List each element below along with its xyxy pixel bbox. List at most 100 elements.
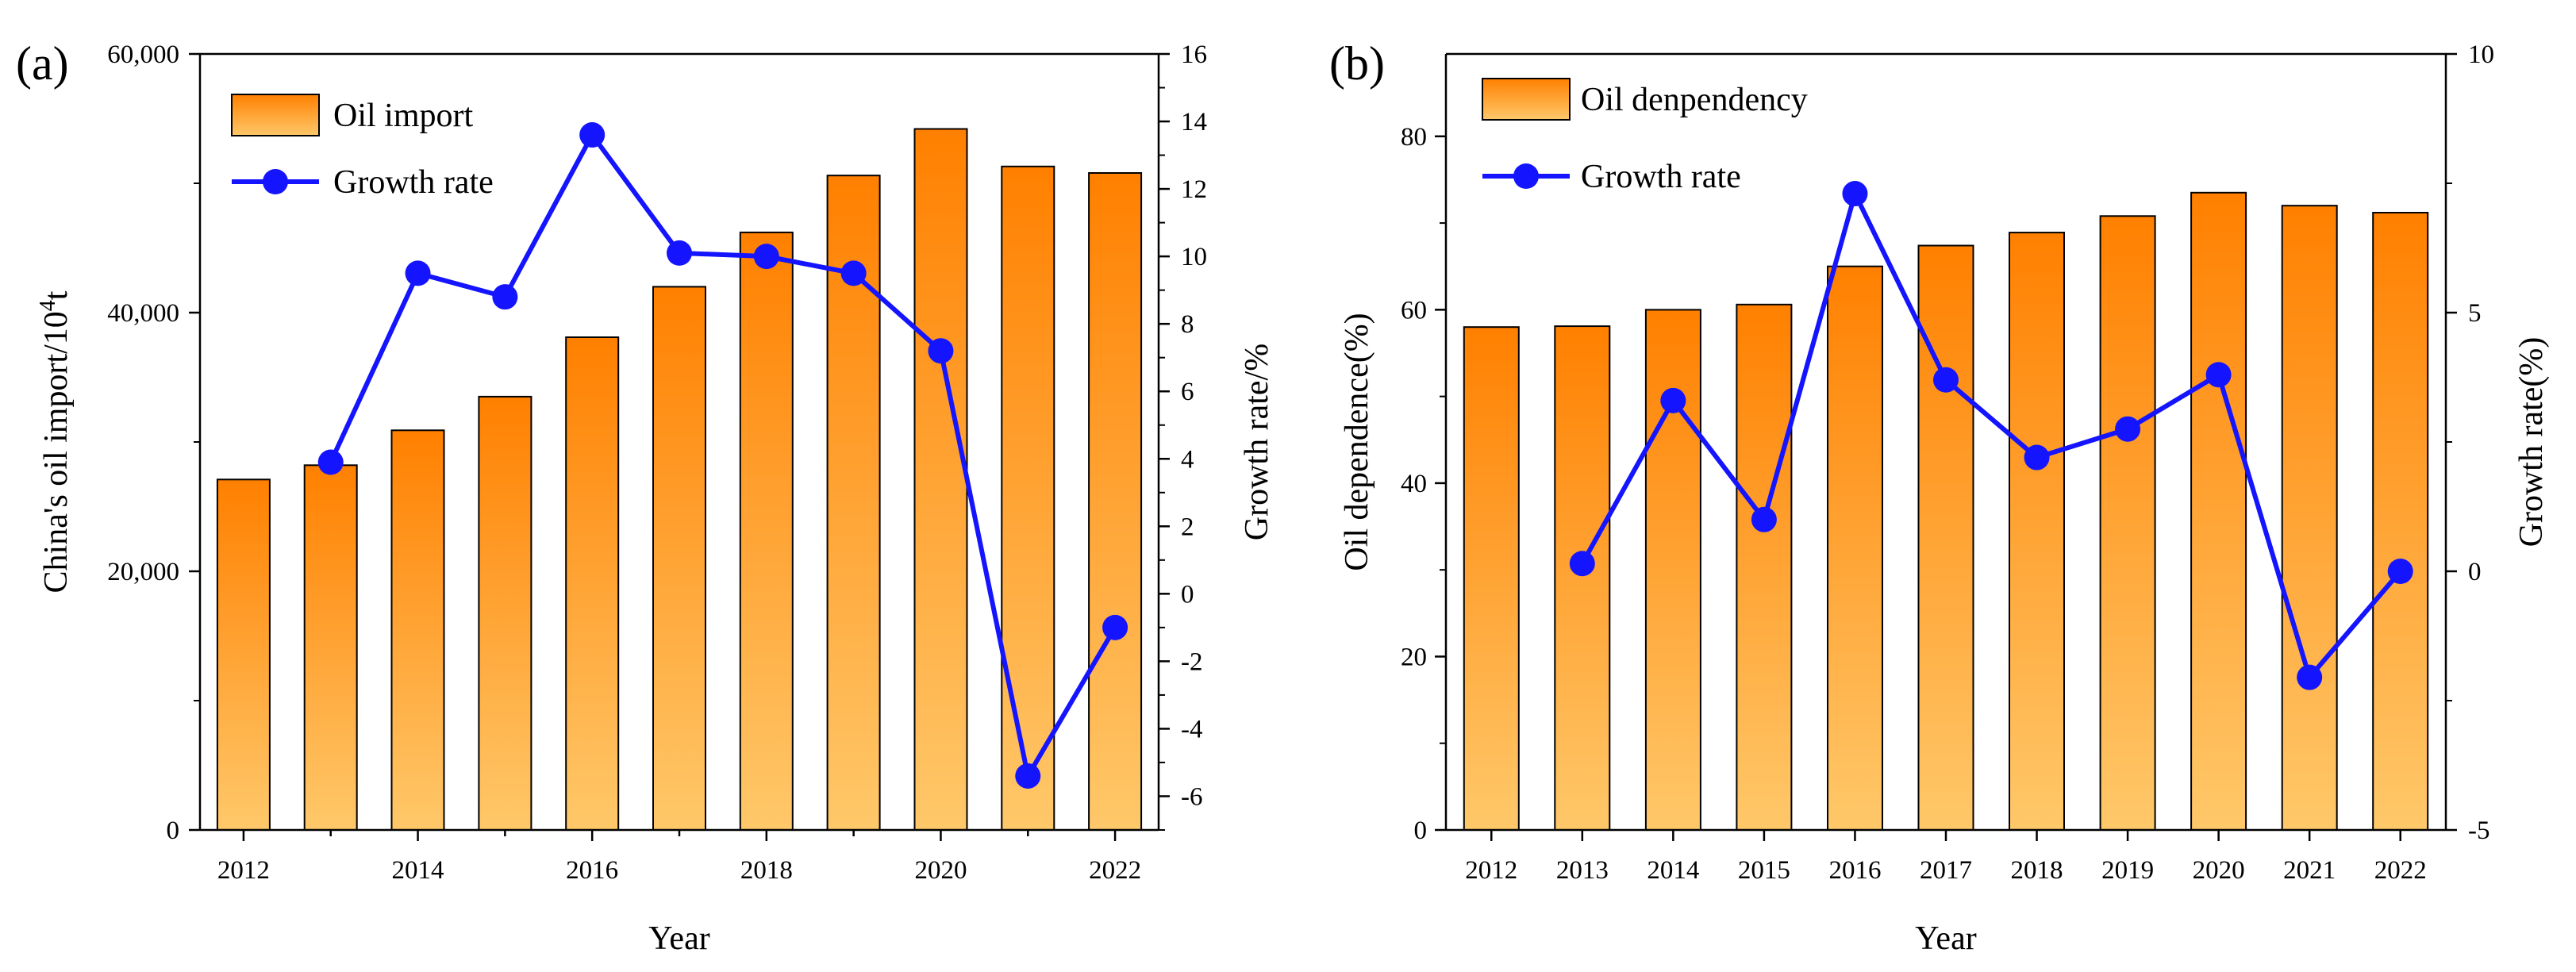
right-tick-label: 12 [1181,175,1207,204]
left-tick-label: 40,000 [107,299,179,328]
x-tick-label: 2020 [2193,856,2245,885]
growth-point-2017 [1933,367,1959,393]
growth-point-2019 [2115,416,2141,442]
growth-rate-line [1580,191,2403,680]
left-tick-label: 20,000 [107,558,179,586]
x-tick-label: 2015 [1738,856,1790,885]
right-tick-label: 8 [1181,310,1194,339]
right-tick-label: -6 [1181,782,1203,811]
bar-2016 [565,336,620,831]
x-tick-label: 2016 [1828,856,1881,885]
right-tick-label: 14 [1181,108,1207,136]
left-tick-label: 60,000 [107,40,179,69]
left-tick-label: 80 [1401,123,1427,152]
x-axis-title: Year [648,920,709,957]
x-tick-label: 2021 [2283,856,2336,885]
y-axis-left-title-sup: 4 [36,300,60,311]
y-axis-right-title: Growth rate(%) [2513,337,2550,547]
chart-panel-a: 0 20,000 40,000 60,000 -6 -4 -2 0 2 4 6 8 10 12 14 16 20… [16,37,1275,957]
panel-label: (b) [1329,37,1385,90]
charts-root: 0 20,000 40,000 60,000 -6 -4 -2 0 2 4 6 8 10 12 14 16 20… [16,37,2550,957]
bar-2013 [1554,325,1611,832]
growth-point-2015 [492,284,518,310]
growth-point-2019 [840,260,867,286]
growth-point-2014 [1660,387,1686,413]
bar-2012 [216,478,271,831]
panel-label: (a) [16,37,69,90]
growth-point-2013 [1569,551,1595,577]
growth-point-2021 [1015,763,1041,789]
x-tick-label: 2014 [1647,856,1699,885]
x-tick-label: 2018 [740,856,793,885]
growth-point-2015 [1751,506,1777,532]
x-tick-label: 2020 [914,856,967,885]
legend-label-line: Growth rate [333,164,494,201]
right-tick-label: 0 [2468,558,2482,586]
growth-point-2013 [317,449,344,475]
left-tick-label: 0 [1414,816,1428,845]
right-tick-label: 4 [1181,445,1194,474]
x-tick-label: 2012 [1465,856,1517,885]
growth-point-2017 [667,240,692,266]
bar-2020 [913,128,968,831]
left-tick-label: 0 [167,816,180,845]
growth-point-2022 [2387,559,2413,584]
x-tick-label: 2014 [392,856,444,885]
growth-rate-line [329,133,1117,778]
y-axis-right-title: Growth rate/% [1239,344,1275,540]
x-tick-label: 2016 [566,856,618,885]
right-tick-label: 10 [1181,243,1207,271]
growth-point-2020 [2205,362,2232,388]
growth-point-2022 [1102,614,1128,640]
x-tick-label: 2017 [1920,856,1972,885]
legend-label-bar: Oil denpendency [1581,82,1808,118]
bar-2012 [1463,326,1520,831]
legend-swatch-marker [1513,163,1539,189]
legend-swatch-marker [263,169,288,194]
bar-2018 [2009,232,2065,832]
growth-point-2018 [2024,444,2050,471]
x-tick-label: 2022 [2374,856,2427,885]
right-tick-label: 0 [1181,580,1194,609]
growth-point-2014 [405,260,431,286]
growth-point-2016 [1842,181,1868,207]
left-tick-label: 20 [1401,643,1427,671]
bar-2022 [1088,172,1143,831]
right-tick-label: 10 [2468,40,2494,69]
x-axis-title: Year [1915,920,1976,957]
y-axis-left-title-main: China's oil import/10 [38,311,75,593]
growth-rate-points [317,122,1128,789]
bar-2015 [478,395,533,831]
bar-2022 [2372,212,2429,831]
growth-point-2016 [579,122,606,148]
y-axis-left-title: China's oil import/104t [36,290,75,593]
bar-2017 [1917,244,1974,831]
right-tick-label: 16 [1181,40,1207,69]
bar-2014 [1644,309,1701,831]
legend-label-bar: Oil import [333,98,473,134]
left-tick-label: 40 [1401,470,1427,498]
x-tick-label: 2012 [217,856,270,885]
x-tick-label: 2018 [2011,856,2063,885]
bar-2019 [2099,215,2156,831]
bar-series [1463,191,2429,832]
right-tick-label: 2 [1181,513,1194,541]
bar-2015 [1736,303,1793,831]
right-tick-label: 6 [1181,378,1194,406]
legend: Oil import Growth rate [231,94,494,201]
legend-swatch-bar [1482,78,1571,121]
x-tick-label: 2013 [1556,856,1609,885]
growth-point-2018 [753,244,779,270]
growth-point-2021 [2297,664,2323,690]
right-tick-label: -5 [2468,816,2490,845]
bar-2013 [303,464,358,831]
chart-panel-b: 0 20 40 60 80 -5 0 5 10 2012 2013 2014 2015 2016 2017 2… [1329,37,2550,957]
right-tick-label: 5 [2468,299,2482,328]
bar-2018 [739,231,794,831]
right-tick-label: -2 [1181,647,1203,676]
bar-2014 [390,429,445,831]
bar-series [216,128,1143,832]
x-tick-label: 2019 [2101,856,2154,885]
growth-rate-points [1569,181,2413,690]
